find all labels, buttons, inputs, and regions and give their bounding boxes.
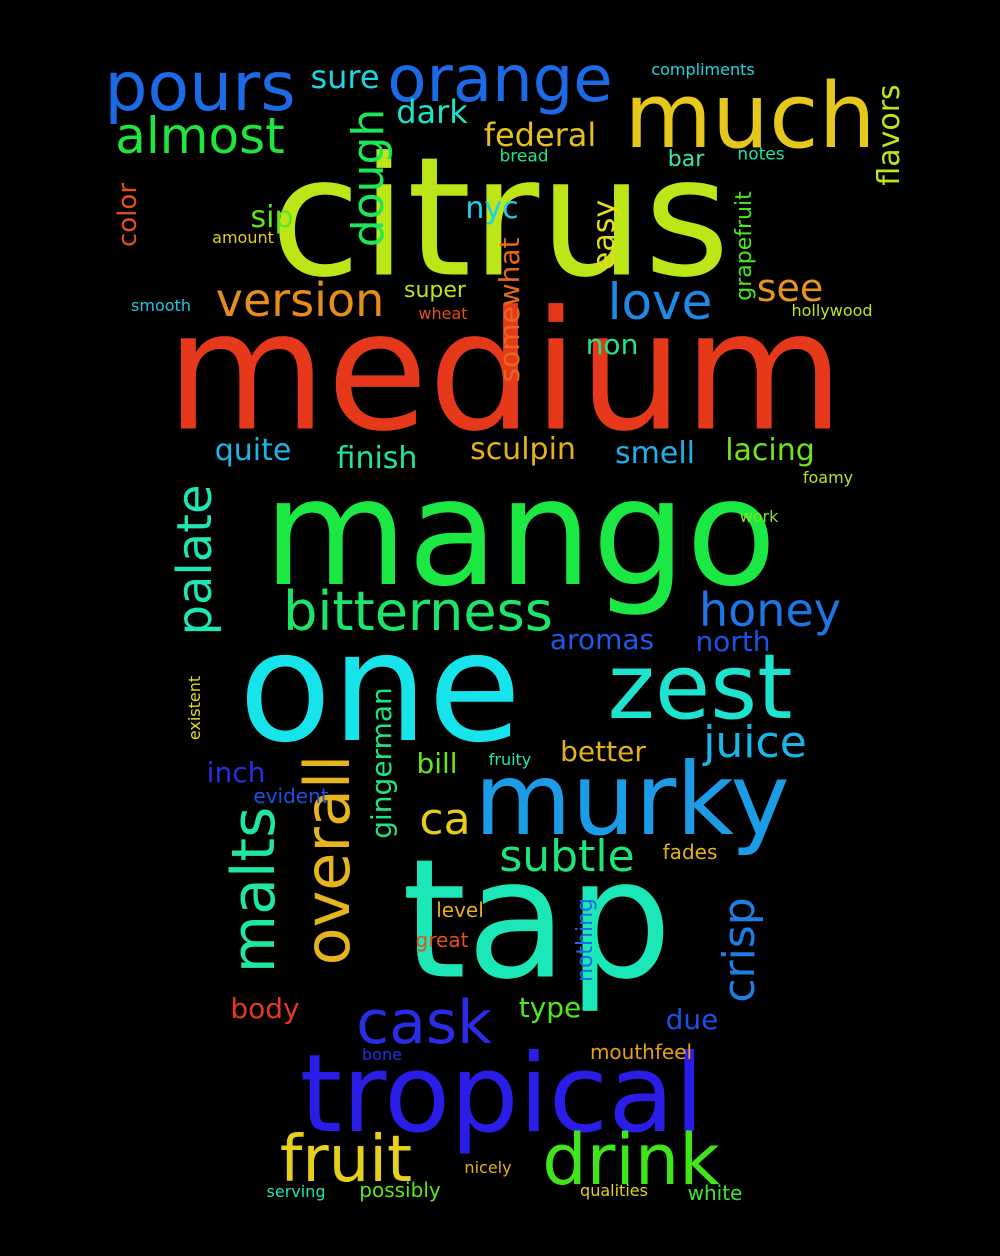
word-tap: tap xyxy=(401,823,673,1016)
word-federal: federal xyxy=(483,116,597,154)
word-evident: evident xyxy=(253,784,329,808)
word-mango: mango xyxy=(263,447,777,619)
word-serving: serving xyxy=(266,1182,326,1201)
word-level: level xyxy=(436,898,484,922)
word-citrus: citrus xyxy=(270,121,730,314)
word-non: non xyxy=(585,328,639,361)
word-dark: dark xyxy=(396,93,468,131)
word-pours: pours xyxy=(104,48,296,127)
word-bill: bill xyxy=(416,747,458,780)
word-almost: almost xyxy=(115,107,285,165)
word-work: work xyxy=(739,507,779,526)
word-qualities: qualities xyxy=(580,1181,648,1200)
word-bread: bread xyxy=(499,146,549,167)
word-existent: existent xyxy=(185,675,204,741)
word-crisp: crisp xyxy=(714,897,765,1003)
word-gingerman: gingerman xyxy=(365,687,398,839)
word-love: love xyxy=(607,273,713,331)
word-sculpin: sculpin xyxy=(470,432,576,467)
word-white: white xyxy=(687,1181,743,1205)
word-compliments: compliments xyxy=(651,60,755,79)
word-bitterness: bitterness xyxy=(283,580,553,643)
word-zest: zest xyxy=(607,635,793,740)
word-mouthfeel: mouthfeel xyxy=(589,1040,693,1064)
word-quite: quite xyxy=(214,433,292,468)
word-body: body xyxy=(230,992,300,1025)
word-nyc: nyc xyxy=(465,191,519,226)
word-much: much xyxy=(624,64,876,169)
word-super: super xyxy=(404,278,466,303)
word-tropical: tropical xyxy=(299,1032,705,1157)
word-one: one xyxy=(238,599,522,776)
word-dough: dough xyxy=(343,108,394,248)
word-easy: easy xyxy=(587,199,622,271)
word-nicely: nicely xyxy=(464,1158,512,1177)
word-version: version xyxy=(215,273,385,327)
word-juice: juice xyxy=(703,717,807,768)
word-great: great xyxy=(415,928,469,952)
word-somewhat: somewhat xyxy=(493,237,526,383)
word-better: better xyxy=(560,735,646,768)
word-north: north xyxy=(695,625,771,658)
word-finish: finish xyxy=(336,441,418,476)
word-fruity: fruity xyxy=(488,750,532,769)
word-color: color xyxy=(113,182,143,248)
word-wheat: wheat xyxy=(418,304,468,323)
word-bone: bone xyxy=(362,1045,402,1064)
word-fades: fades xyxy=(662,840,718,864)
word-sure: sure xyxy=(310,58,380,96)
word-palate: palate xyxy=(167,484,223,636)
word-smooth: smooth xyxy=(131,296,191,315)
word-amount: amount xyxy=(212,228,274,247)
word-lacing: lacing xyxy=(725,433,815,468)
word-sip: sip xyxy=(250,200,294,235)
word-hollywood: hollywood xyxy=(791,301,873,320)
word-due: due xyxy=(665,1003,719,1036)
word-type: type xyxy=(518,991,582,1024)
word-bar: bar xyxy=(667,147,705,172)
word-smell: smell xyxy=(615,436,695,471)
word-nothing: nothing xyxy=(573,898,598,982)
word-honey: honey xyxy=(699,583,841,637)
word-flavors: flavors xyxy=(872,84,907,186)
word-orange: orange xyxy=(387,43,613,117)
word-subtle: subtle xyxy=(499,831,635,882)
word-possibly: possibly xyxy=(359,1178,441,1202)
word-ca: ca xyxy=(419,794,471,845)
word-murky: murky xyxy=(474,741,790,858)
word-aromas: aromas xyxy=(549,623,655,656)
word-foamy: foamy xyxy=(802,468,854,487)
word-drink: drink xyxy=(542,1119,720,1201)
word-cask: cask xyxy=(356,988,492,1058)
word-see: see xyxy=(756,266,824,310)
word-inch: inch xyxy=(206,756,266,789)
word-fruit: fruit xyxy=(279,1123,413,1197)
word-notes: notes xyxy=(737,144,785,165)
word-grapefruit: grapefruit xyxy=(732,191,757,301)
word-malts: malts xyxy=(219,806,289,974)
word-medium: medium xyxy=(165,275,845,468)
